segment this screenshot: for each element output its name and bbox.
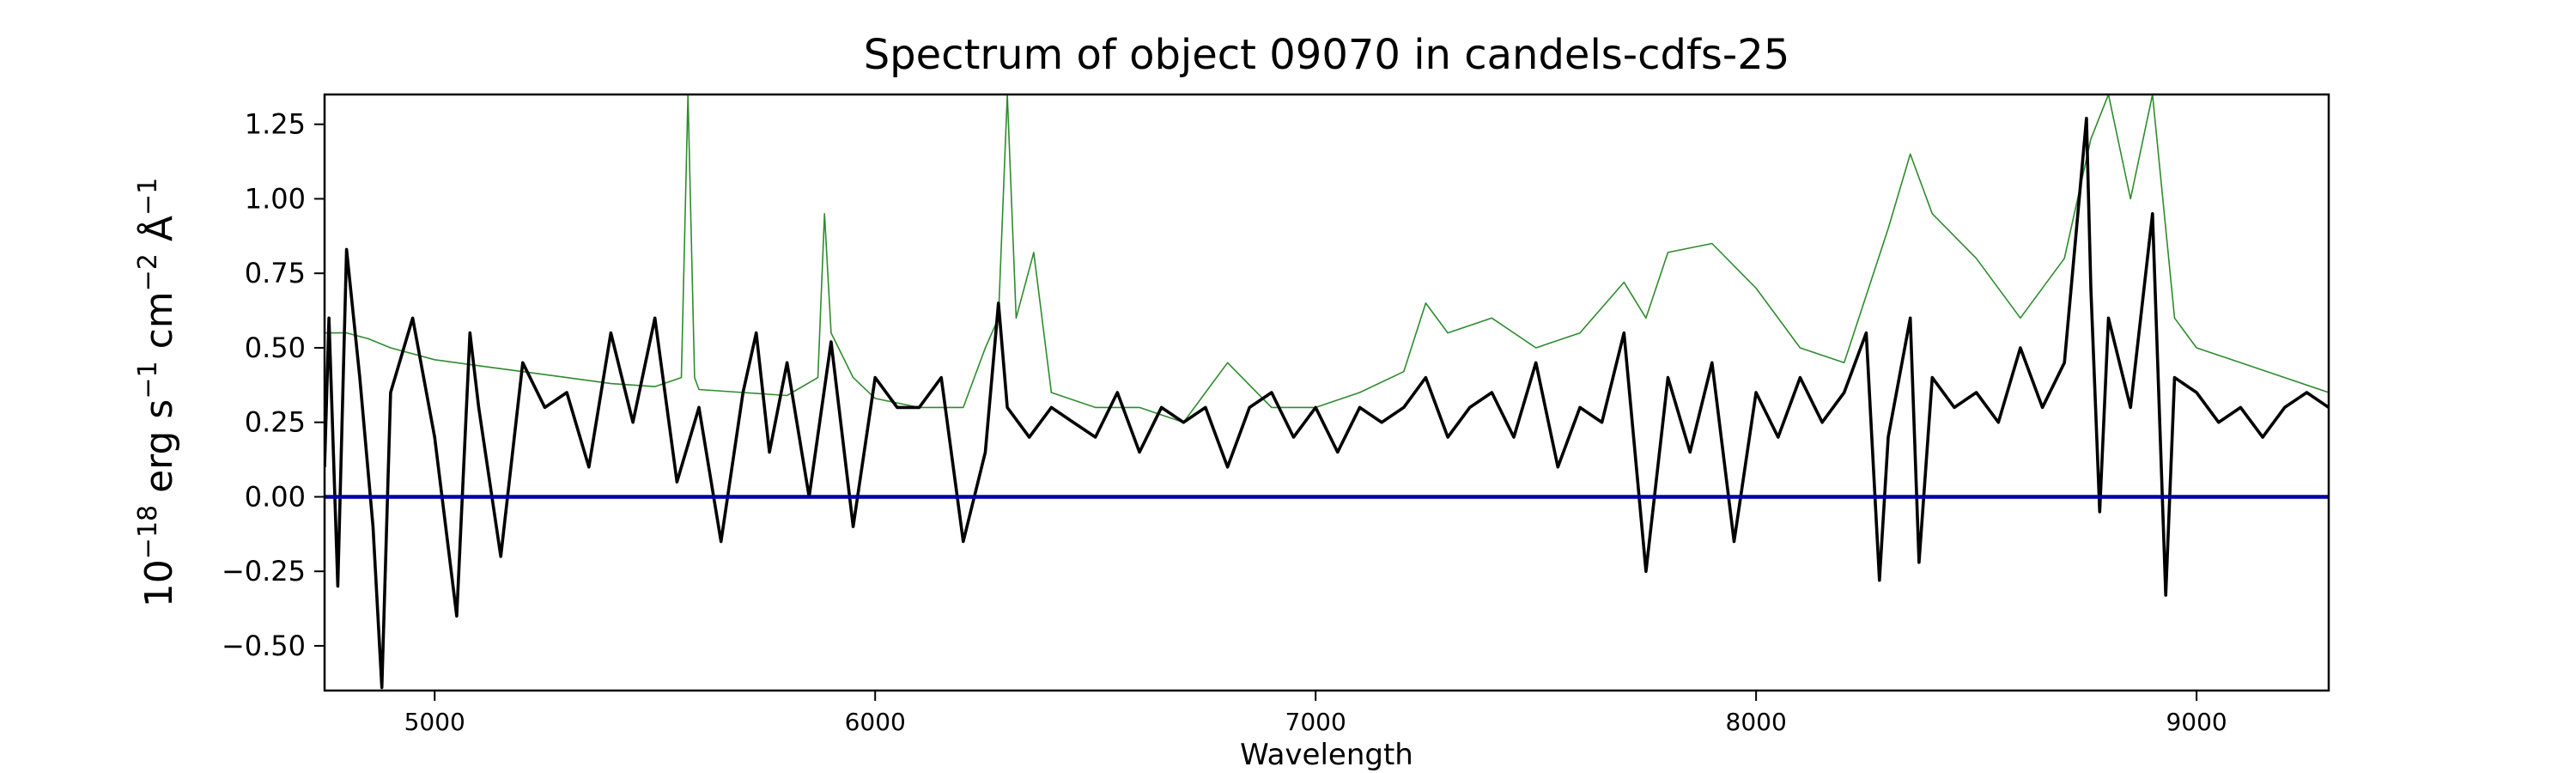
y-tick-label: 0.25	[245, 406, 306, 439]
x-axis-label: Wavelength	[1240, 738, 1413, 772]
ylabel-exp1: −18	[133, 505, 163, 559]
x-tick-label: 9000	[2166, 708, 2227, 736]
series-line-model	[325, 94, 2329, 423]
ylabel-unit3: Å	[136, 216, 181, 253]
y-axis-label: 10−18 erg s−1 cm−2 Å−1	[133, 178, 181, 607]
ylabel-exp3: −2	[133, 253, 163, 291]
y-axis-ticks: −0.50 −0.25 0.00 0.25 0.50 0.75 1.00 1.25	[222, 108, 325, 662]
ylabel-unit1: erg s	[137, 399, 181, 505]
y-tick-label: 1.00	[245, 182, 306, 215]
chart-title: Spectrum of object 09070 in candels-cdfs…	[864, 31, 1790, 79]
x-tick-label: 5000	[404, 708, 465, 736]
series-line-observed	[325, 117, 2329, 690]
y-tick-label: 0.75	[245, 257, 306, 289]
ylabel-base: 10	[137, 559, 181, 607]
y-tick-label: 0.50	[245, 332, 306, 364]
plot-area	[325, 94, 2329, 690]
ylabel-exp2: −1	[133, 361, 163, 399]
x-tick-label: 8000	[1726, 708, 1787, 736]
x-tick-label: 6000	[845, 708, 906, 736]
x-axis-ticks: 5000 6000 7000 8000 9000	[404, 691, 2227, 736]
y-tick-label: 1.25	[245, 108, 306, 141]
ylabel-unit2: cm	[137, 291, 181, 361]
x-tick-label: 7000	[1285, 708, 1346, 736]
ylabel-exp4: −1	[133, 178, 163, 216]
y-tick-label: −0.25	[222, 555, 306, 587]
plot-frame	[323, 93, 2330, 692]
series-layer	[325, 94, 2329, 690]
y-tick-label: −0.50	[222, 630, 306, 662]
y-tick-label: 0.00	[245, 480, 306, 513]
